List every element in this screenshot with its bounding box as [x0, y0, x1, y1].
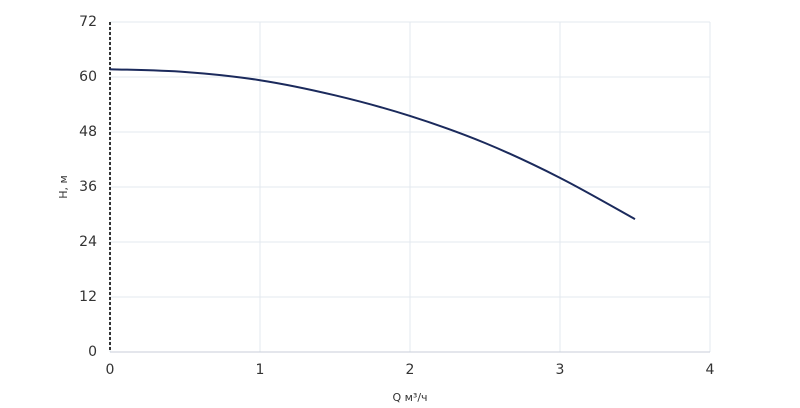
x-tick-label: 1: [256, 362, 265, 378]
x-axis-label: Q м³/ч: [392, 391, 427, 404]
y-tick-label: 60: [79, 69, 97, 85]
x-tick-label: 4: [706, 362, 715, 378]
curve: [109, 68, 636, 220]
y-tick-label: 0: [88, 344, 97, 360]
y-tick-label: 24: [79, 234, 97, 250]
x-tick-label: 3: [556, 362, 565, 378]
y-tick-label: 36: [79, 179, 97, 195]
y-tick-label: 48: [79, 124, 97, 140]
y-tick-label: 72: [79, 14, 97, 30]
y-axis-label: H, м: [57, 175, 70, 199]
x-tick-label: 0: [106, 362, 115, 378]
y-tick-label: 12: [79, 289, 97, 305]
x-tick-label: 2: [406, 362, 415, 378]
